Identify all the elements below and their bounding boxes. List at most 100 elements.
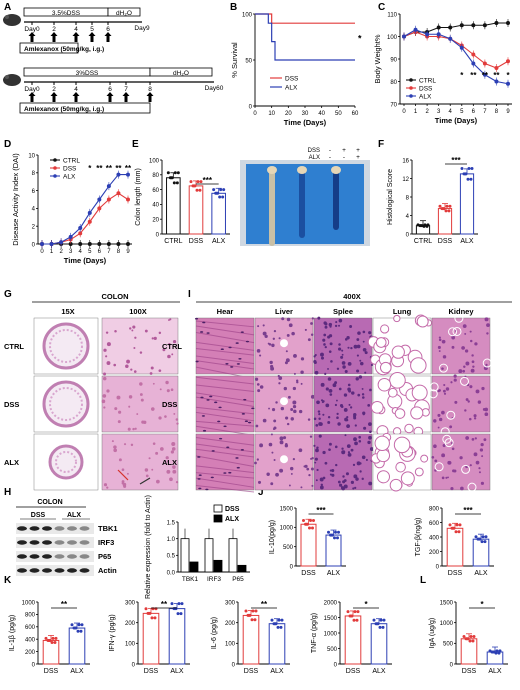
legend-label: CTRL xyxy=(63,157,80,164)
y-tick-label: 0 xyxy=(436,564,440,570)
data-dot xyxy=(172,181,176,185)
tile-liver xyxy=(254,317,314,375)
significance-star: ** xyxy=(96,164,103,173)
nucleus xyxy=(471,354,474,357)
nucleus xyxy=(218,437,223,440)
bar-DSS xyxy=(446,527,464,567)
drug-label: Amlexanox (50mg/kg, i.g.) xyxy=(24,46,104,53)
y-tick-label: 500 xyxy=(283,545,294,551)
tile-kidney xyxy=(431,433,491,491)
y-tick-label: 4 xyxy=(406,214,410,220)
nucleus xyxy=(361,477,364,481)
nucleus xyxy=(356,354,359,357)
nucleus xyxy=(474,437,477,440)
nucleus xyxy=(218,406,222,409)
significance-star: ** xyxy=(115,164,122,173)
col-label-Hear: Hear xyxy=(217,307,234,316)
nucleus xyxy=(319,422,323,426)
y-tick-label: 200 xyxy=(125,621,136,627)
nucleus xyxy=(451,335,456,340)
alveolus xyxy=(379,361,392,374)
nucleus xyxy=(277,374,280,378)
nucleus xyxy=(262,324,265,327)
nucleus xyxy=(290,408,294,411)
tile-kidney xyxy=(431,375,491,433)
nucleus xyxy=(117,420,121,424)
nucleus xyxy=(433,444,437,449)
data-dot xyxy=(306,522,309,526)
nucleus xyxy=(469,464,472,467)
nucleus xyxy=(257,389,261,393)
data-dot xyxy=(356,610,360,614)
alveolus xyxy=(414,467,424,477)
nucleus xyxy=(327,368,329,370)
alveolus xyxy=(411,384,428,401)
y-tick-label: 20 xyxy=(152,218,159,224)
nucleus xyxy=(220,348,224,351)
muscle-fiber xyxy=(195,325,255,336)
bar-CTRL xyxy=(166,177,181,235)
nucleus xyxy=(132,325,136,329)
nucleus xyxy=(288,484,291,487)
nucleus xyxy=(320,356,324,360)
y-label: Disease Activity Index (DAI) xyxy=(11,153,20,246)
x-tick-label: 6 xyxy=(98,249,102,255)
nucleus xyxy=(300,486,303,489)
water-label: dH₂O xyxy=(116,10,132,17)
nucleus xyxy=(447,460,452,465)
data-dot xyxy=(173,171,177,175)
alveolus xyxy=(410,357,427,374)
nucleus xyxy=(470,368,475,373)
nucleus xyxy=(270,482,274,486)
nucleus xyxy=(477,400,482,404)
panel-letter-L: L xyxy=(420,575,426,586)
x-tick-label: ALX xyxy=(460,238,474,245)
nucleus xyxy=(328,334,333,338)
colon-specimen xyxy=(269,168,275,246)
nucleus xyxy=(286,317,291,322)
nucleus xyxy=(350,480,354,484)
data-point xyxy=(59,240,64,245)
blot-band xyxy=(42,554,52,559)
nucleus xyxy=(155,451,159,455)
alveolus xyxy=(394,408,406,419)
nucleus xyxy=(480,481,484,485)
nucleus xyxy=(464,409,467,412)
data-dot xyxy=(248,613,252,617)
alveolus xyxy=(420,454,429,463)
nucleus xyxy=(298,409,303,414)
tile-heart xyxy=(195,433,255,491)
data-dot xyxy=(221,195,225,199)
nucleus xyxy=(442,389,446,393)
nucleus xyxy=(438,417,443,422)
nucleus xyxy=(443,392,447,395)
y-tick-label: 1000 xyxy=(324,631,338,637)
bar-ALX xyxy=(459,173,475,235)
legend-label: ALX xyxy=(225,516,239,523)
chart-K2: 0 100 200 300 DSS ALX ** IFN-γ (pg/g) xyxy=(109,600,190,675)
chart-K1: 0 200 400 600 800 1000 DSS ALX ** IL-1β (pg/g) xyxy=(9,600,90,675)
blot-band xyxy=(17,540,27,545)
nucleus xyxy=(251,407,255,410)
nucleus xyxy=(286,333,290,337)
nucleus xyxy=(356,461,361,466)
red-arrow-icon xyxy=(117,469,129,481)
data-dot xyxy=(251,609,255,613)
nucleus xyxy=(300,357,305,361)
nucleus xyxy=(143,420,147,425)
nucleus xyxy=(121,481,124,485)
muscle-fiber xyxy=(195,406,255,415)
data-dot xyxy=(454,530,458,534)
nucleus xyxy=(130,443,134,447)
tile-spleen xyxy=(313,317,373,375)
nucleus xyxy=(244,420,249,423)
nucleus xyxy=(126,472,129,475)
nucleus xyxy=(268,442,273,447)
data-point xyxy=(436,25,441,30)
nucleus xyxy=(256,349,261,353)
nucleus xyxy=(166,469,171,474)
data-dot xyxy=(189,180,193,184)
legend-label: CTRL xyxy=(419,77,436,84)
nucleus xyxy=(338,387,342,391)
panel-G: COLON 15X 100X CTRL DSS ALX xyxy=(4,292,180,491)
